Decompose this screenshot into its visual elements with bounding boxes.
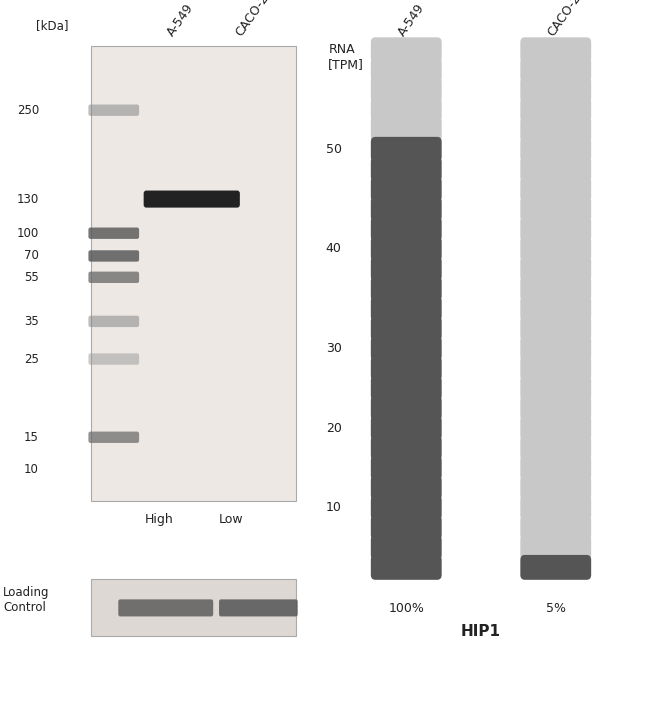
FancyBboxPatch shape — [521, 356, 592, 381]
FancyBboxPatch shape — [370, 117, 442, 141]
FancyBboxPatch shape — [521, 176, 592, 202]
FancyBboxPatch shape — [370, 176, 442, 202]
FancyBboxPatch shape — [521, 117, 592, 141]
Text: 100: 100 — [17, 227, 39, 240]
Text: 35: 35 — [24, 315, 39, 328]
Text: 15: 15 — [24, 431, 39, 444]
FancyBboxPatch shape — [521, 455, 592, 481]
FancyBboxPatch shape — [370, 276, 442, 301]
FancyBboxPatch shape — [370, 356, 442, 381]
FancyBboxPatch shape — [521, 296, 592, 321]
Text: 50: 50 — [326, 143, 342, 156]
FancyBboxPatch shape — [521, 236, 592, 261]
FancyBboxPatch shape — [521, 375, 592, 401]
Text: 100%: 100% — [388, 602, 424, 614]
FancyBboxPatch shape — [370, 475, 442, 501]
FancyBboxPatch shape — [521, 316, 592, 341]
FancyBboxPatch shape — [370, 196, 442, 221]
FancyBboxPatch shape — [370, 455, 442, 481]
Text: CACO-2: CACO-2 — [233, 0, 272, 39]
Text: 25: 25 — [24, 353, 39, 365]
Text: 70: 70 — [24, 250, 39, 262]
FancyBboxPatch shape — [91, 46, 296, 501]
FancyBboxPatch shape — [370, 97, 442, 122]
FancyBboxPatch shape — [370, 555, 442, 579]
Text: RNA
[TPM]: RNA [TPM] — [328, 43, 364, 70]
Text: Control: Control — [3, 602, 46, 614]
FancyBboxPatch shape — [88, 228, 139, 239]
FancyBboxPatch shape — [370, 515, 442, 540]
FancyBboxPatch shape — [370, 37, 442, 62]
FancyBboxPatch shape — [521, 495, 592, 520]
Text: A-549: A-549 — [165, 1, 196, 39]
FancyBboxPatch shape — [521, 37, 592, 62]
FancyBboxPatch shape — [370, 57, 442, 82]
Text: 55: 55 — [24, 271, 39, 284]
FancyBboxPatch shape — [88, 353, 139, 365]
FancyBboxPatch shape — [521, 156, 592, 181]
FancyBboxPatch shape — [521, 57, 592, 82]
Text: 250: 250 — [17, 104, 39, 117]
Text: 40: 40 — [326, 242, 342, 255]
Text: A-549: A-549 — [396, 1, 427, 39]
FancyBboxPatch shape — [370, 236, 442, 261]
Text: Loading: Loading — [3, 586, 50, 599]
FancyBboxPatch shape — [118, 599, 213, 616]
FancyBboxPatch shape — [370, 495, 442, 520]
Text: 5%: 5% — [546, 602, 566, 614]
FancyBboxPatch shape — [88, 105, 139, 116]
FancyBboxPatch shape — [521, 256, 592, 281]
Text: 30: 30 — [326, 342, 342, 355]
FancyBboxPatch shape — [370, 296, 442, 321]
FancyBboxPatch shape — [370, 77, 442, 102]
FancyBboxPatch shape — [370, 395, 442, 420]
FancyBboxPatch shape — [219, 599, 298, 616]
Text: 20: 20 — [326, 422, 342, 434]
Text: 130: 130 — [17, 193, 39, 205]
Text: Low: Low — [218, 513, 243, 526]
FancyBboxPatch shape — [521, 535, 592, 560]
FancyBboxPatch shape — [521, 475, 592, 501]
Text: 10: 10 — [326, 501, 342, 514]
FancyBboxPatch shape — [370, 435, 442, 461]
FancyBboxPatch shape — [521, 435, 592, 461]
Text: 10: 10 — [24, 463, 39, 476]
FancyBboxPatch shape — [88, 250, 139, 262]
FancyBboxPatch shape — [521, 555, 592, 579]
FancyBboxPatch shape — [88, 272, 139, 283]
FancyBboxPatch shape — [521, 77, 592, 102]
FancyBboxPatch shape — [521, 216, 592, 241]
FancyBboxPatch shape — [144, 191, 240, 208]
FancyBboxPatch shape — [370, 336, 442, 360]
FancyBboxPatch shape — [370, 137, 442, 161]
Text: [kDa]: [kDa] — [36, 19, 68, 32]
FancyBboxPatch shape — [370, 535, 442, 560]
FancyBboxPatch shape — [370, 256, 442, 281]
FancyBboxPatch shape — [370, 216, 442, 241]
FancyBboxPatch shape — [370, 156, 442, 181]
FancyBboxPatch shape — [370, 375, 442, 401]
Text: CACO-2: CACO-2 — [545, 0, 584, 39]
FancyBboxPatch shape — [521, 97, 592, 122]
FancyBboxPatch shape — [88, 432, 139, 443]
Text: HIP1: HIP1 — [461, 624, 501, 639]
FancyBboxPatch shape — [521, 137, 592, 161]
FancyBboxPatch shape — [521, 276, 592, 301]
Text: High: High — [145, 513, 174, 526]
FancyBboxPatch shape — [521, 415, 592, 440]
FancyBboxPatch shape — [521, 196, 592, 221]
FancyBboxPatch shape — [521, 515, 592, 540]
FancyBboxPatch shape — [370, 415, 442, 440]
FancyBboxPatch shape — [88, 316, 139, 327]
FancyBboxPatch shape — [370, 316, 442, 341]
FancyBboxPatch shape — [521, 336, 592, 360]
FancyBboxPatch shape — [521, 395, 592, 420]
FancyBboxPatch shape — [91, 579, 296, 636]
